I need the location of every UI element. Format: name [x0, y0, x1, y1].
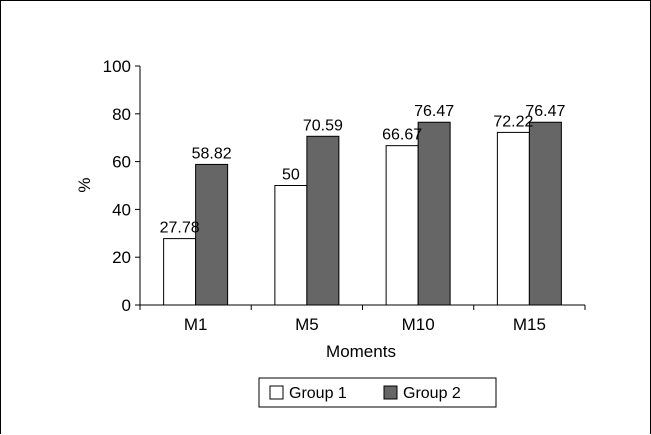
data-label: 58.82 [192, 145, 232, 162]
data-label: 66.67 [382, 127, 422, 144]
y-axis-label: % [75, 177, 94, 192]
bar-group-1-m10 [385, 145, 419, 306]
data-labels: 27.78 50 66.67 72.22 58.82 70.59 76.47 76.47 [160, 103, 566, 236]
data-label: 27.78 [160, 220, 200, 237]
x-axis-label: Moments [326, 342, 396, 361]
legend-label-group-1: Group 1 [289, 385, 347, 402]
bar-group-2-m5 [306, 135, 340, 306]
y-tick-label: 0 [122, 296, 131, 315]
data-label: 50 [282, 167, 300, 184]
legend: Group 1 Group 2 [258, 377, 497, 408]
legend-swatch-group-2 [383, 385, 398, 400]
y-tick-label: 80 [112, 105, 131, 124]
bar-group-2-m15 [528, 121, 562, 306]
bar-group-1-m5 [274, 185, 308, 306]
bar-group-2-m1 [195, 163, 229, 306]
y-tick-label: 60 [112, 153, 131, 172]
legend-swatch-group-1 [269, 385, 284, 400]
bar-group-2-m10 [417, 121, 451, 306]
y-tick-label: 40 [112, 200, 131, 219]
legend-box [258, 377, 497, 408]
bars [163, 121, 562, 306]
x-tick-label: M15 [513, 315, 546, 334]
data-label: 72.22 [493, 113, 533, 130]
x-tick-label: M10 [402, 315, 435, 334]
data-label: 76.47 [414, 103, 454, 120]
y-tick-label: 100 [103, 57, 131, 76]
x-tick-label: M5 [295, 315, 319, 334]
bar-group-1-m1 [163, 238, 197, 306]
x-tick-label: M1 [184, 315, 208, 334]
bar-group-1-m15 [496, 131, 530, 306]
data-label: 76.47 [525, 103, 565, 120]
data-label: 70.59 [303, 117, 343, 134]
y-tick-label: 20 [112, 248, 131, 267]
legend-label-group-2: Group 2 [403, 385, 461, 402]
